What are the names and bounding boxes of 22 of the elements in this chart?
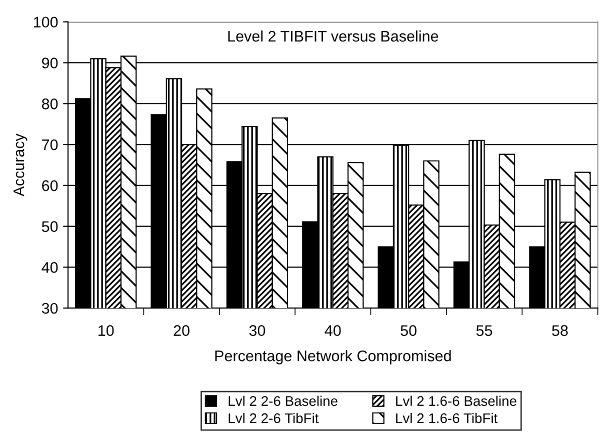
legend-label: Lvl 2 1.6-6 Baseline	[396, 396, 516, 406]
legend-label: Lvl 2 2-6 TibFit	[228, 412, 319, 424]
y-tick-label: 40	[42, 262, 58, 273]
y-tick-label: 80	[42, 98, 58, 110]
y-tick-label: 100	[34, 16, 58, 28]
x-tick-label: 30	[249, 325, 266, 336]
chart-title: Level 2 TIBFIT versus Baseline	[228, 30, 438, 42]
y-tick-label: 30	[42, 302, 58, 314]
y-tick-label: 70	[42, 139, 58, 150]
x-tick-label: 50	[400, 325, 416, 336]
y-tick-label: 60	[42, 180, 58, 192]
x-tick-label: 10	[98, 325, 114, 336]
x-axis-title: Percentage Network Compromised	[215, 350, 451, 364]
x-tick-label: 58	[552, 325, 568, 336]
legend-label: Lvl 2 2-6 Baseline	[228, 396, 338, 406]
legend-label: Lvl 2 1.6-6 TibFit	[396, 412, 498, 424]
x-tick-label: 55	[476, 325, 492, 336]
x-tick-label: 40	[324, 325, 341, 336]
y-tick-label: 50	[42, 221, 58, 232]
x-tick-label: 20	[174, 325, 190, 336]
y-tick-label: 90	[42, 58, 58, 68]
y-axis-title: Accuracy	[14, 134, 28, 196]
